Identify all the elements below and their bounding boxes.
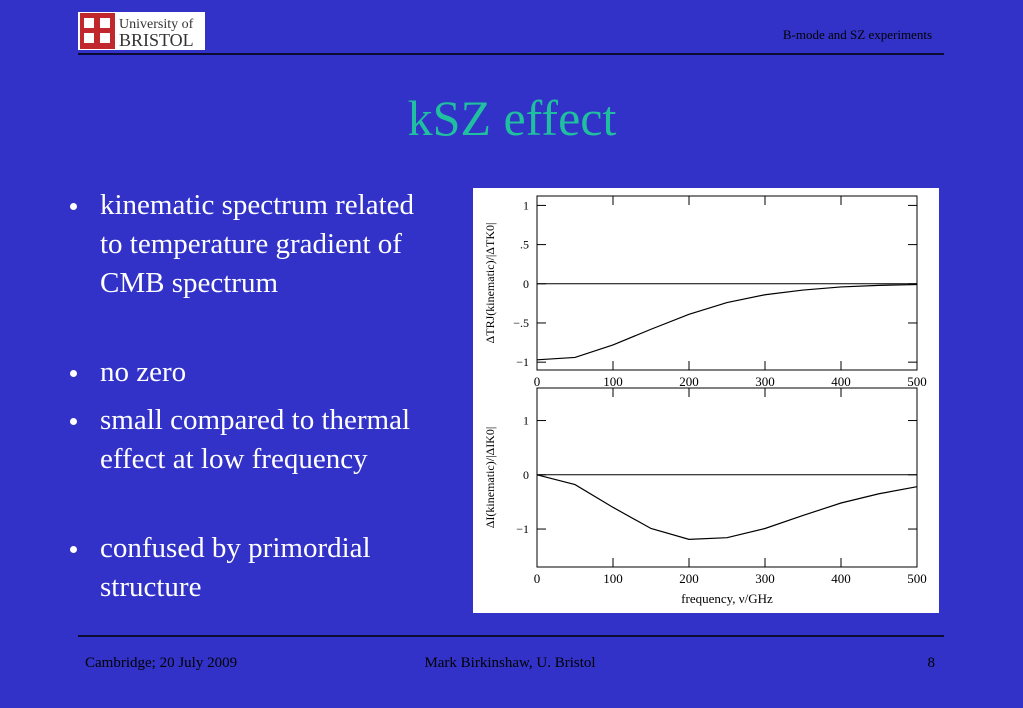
x-axis-label: frequency, ν/GHz: [681, 591, 773, 606]
running-title: B-mode and SZ experiments: [783, 27, 932, 42]
y-axis-label: ΔTRJ(kinematic)/|ΔTK0|: [483, 223, 497, 344]
y-tick-label: 1: [523, 198, 529, 212]
curve: [536, 283, 918, 361]
plot-frame: [536, 195, 918, 371]
plot-frame: [536, 387, 918, 568]
x-tick-label: 500: [907, 374, 927, 389]
x-tick-label: 0: [534, 374, 541, 389]
x-tick-label: 100: [603, 571, 623, 586]
plots: 0 100 200 300 400 500−1−.50.51ΔTRJ(kinematic)…: [483, 195, 927, 606]
x-tick-label: 300: [755, 374, 775, 389]
x-tick-label: 100: [603, 374, 623, 389]
bullet: kinematic spectrum related to temperatur…: [70, 186, 430, 303]
y-tick-label: −.5: [513, 316, 529, 330]
x-tick-label: 200: [679, 571, 699, 586]
footer-left: Cambridge; 20 July 2009: [85, 655, 237, 671]
bullet: small compared to thermal effect at low …: [70, 401, 430, 479]
logo-text: University of: [119, 17, 194, 32]
y-tick-label: 0: [523, 277, 529, 291]
bullet: no zero: [70, 353, 430, 392]
x-tick-label: 0: [534, 571, 541, 586]
curve: [536, 474, 918, 540]
figure: [473, 188, 939, 613]
x-tick-label: 400: [831, 374, 851, 389]
logo-emblem: [84, 18, 110, 43]
logo-text: BRISTOL: [119, 30, 194, 50]
page-number: 8: [928, 655, 936, 671]
y-axis-label: ΔI(kinematic)/|ΔIK0|: [483, 427, 497, 529]
x-tick-label: 400: [831, 571, 851, 586]
x-tick-label: 300: [755, 571, 775, 586]
bullet: confused by primordial structure: [70, 529, 430, 607]
y-tick-label: 1: [523, 414, 529, 428]
x-tick-label: 200: [679, 374, 699, 389]
y-tick-label: 0: [523, 468, 529, 482]
y-tick-label: .5: [520, 238, 529, 252]
slide-title: kSZ effect: [408, 90, 617, 146]
x-tick-label: 500: [907, 571, 927, 586]
y-tick-label: −1: [516, 522, 529, 536]
y-tick-label: −1: [516, 355, 529, 369]
footer-center: Mark Birkinshaw, U. Bristol: [424, 655, 595, 671]
